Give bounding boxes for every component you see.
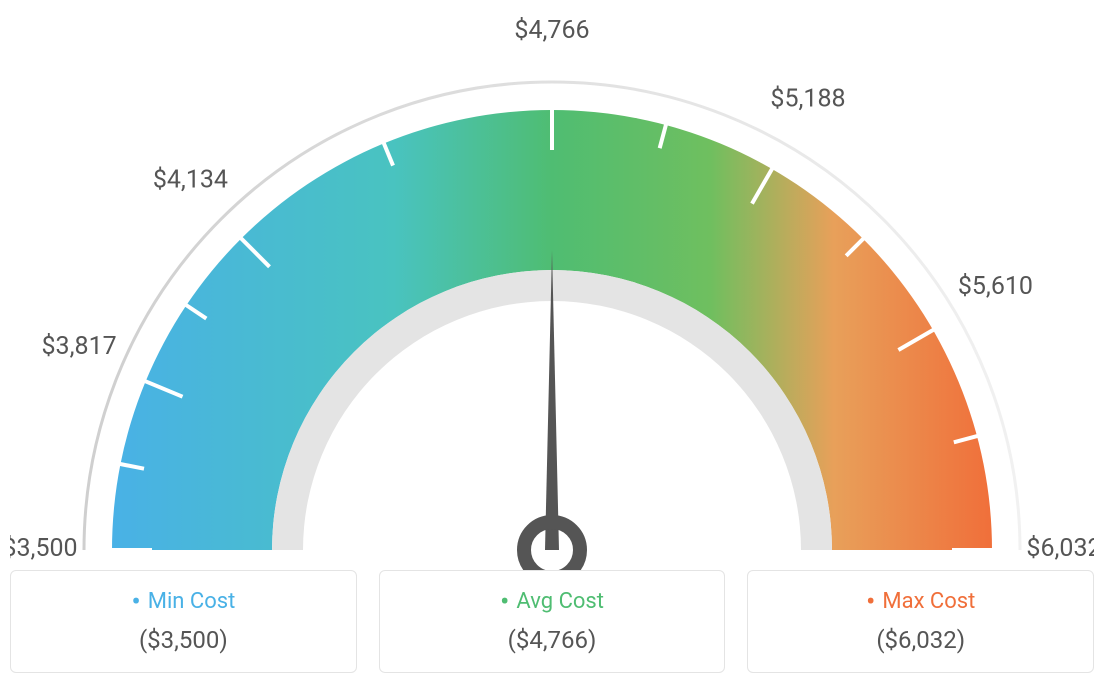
legend-title: Min Cost (21, 589, 346, 614)
gauge-svg: $3,500 $3,817 $4,134 $4,766 $5,188 $5,610 $6,0… (10, 10, 1094, 570)
legend-title: Max Cost (758, 589, 1083, 614)
legend-value: ($4,766) (390, 626, 715, 654)
legend-card: Min Cost ($3,500) (10, 570, 357, 673)
gauge-tick-label: $4,766 (514, 16, 589, 45)
cost-gauge-chart: $3,500 $3,817 $4,134 $4,766 $5,188 $5,610 $6,0… (10, 10, 1094, 570)
legend-title: Avg Cost (390, 589, 715, 614)
legend-value: ($3,500) (21, 626, 346, 654)
gauge-tick-label: $3,817 (42, 332, 117, 361)
legend-value: ($6,032) (758, 626, 1083, 654)
legend-row: Min Cost ($3,500) Avg Cost ($4,766) Max Cost… (10, 570, 1094, 673)
gauge-tick-label: $4,134 (153, 166, 228, 195)
gauge-tick-label: $3,500 (10, 534, 78, 563)
legend-card: Avg Cost ($4,766) (379, 570, 726, 673)
gauge-tick-label: $6,032 (1026, 534, 1094, 563)
gauge-tick-label: $5,188 (770, 85, 845, 114)
legend-card: Max Cost ($6,032) (747, 570, 1094, 673)
gauge-tick-label: $5,610 (958, 272, 1033, 301)
